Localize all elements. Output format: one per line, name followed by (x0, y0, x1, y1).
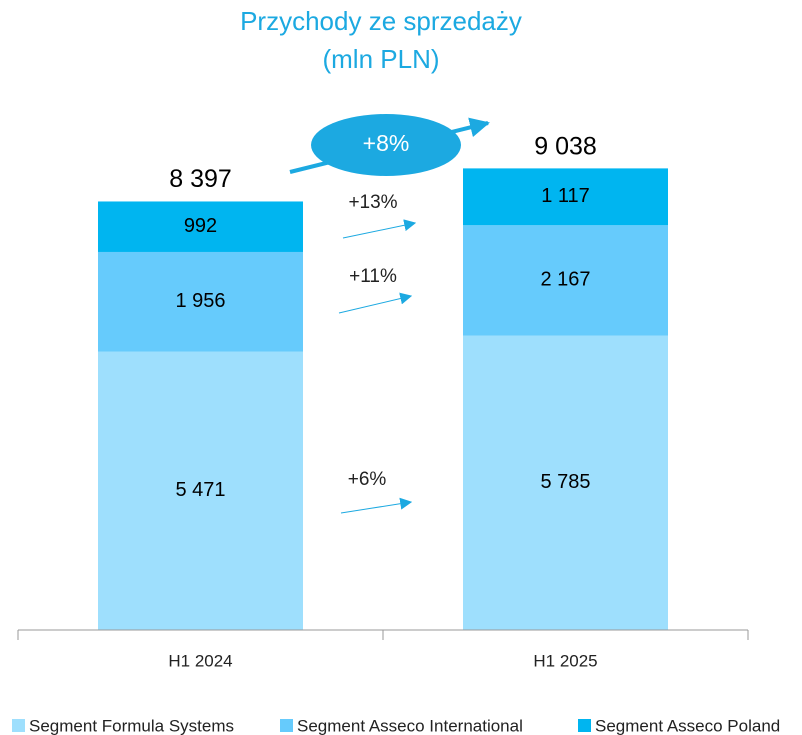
bar-segment (98, 351, 303, 630)
growth-arrow (340, 497, 413, 514)
annotation: +11% (349, 266, 397, 287)
legend-swatch (12, 719, 25, 732)
bar-segment (98, 251, 303, 352)
chart-subtitle: (mln PLN) (322, 44, 439, 74)
legend-swatch (280, 719, 293, 732)
growth-arrow (342, 219, 417, 239)
annotation: +13% (348, 192, 397, 213)
legend-label: Segment Formula Systems (29, 716, 234, 735)
value-label: 1 956 (175, 290, 225, 312)
value-label: 5 471 (175, 479, 225, 501)
total-label: 8 397 (169, 165, 232, 193)
x-tick-label: H1 2025 (533, 651, 597, 670)
legend-label: Segment Asseco Poland (595, 716, 780, 735)
annotation: +8% (363, 130, 410, 156)
x-tick-label: H1 2024 (168, 651, 232, 670)
bar-segment (463, 225, 668, 336)
growth-badge (311, 114, 461, 176)
legend-swatch (578, 719, 591, 732)
value-label: 5 785 (540, 471, 590, 493)
growth-arrow (338, 292, 413, 314)
annotation: +6% (348, 469, 387, 490)
chart-title: Przychody ze sprzedaży (240, 6, 522, 36)
legend-label: Segment Asseco International (297, 716, 523, 735)
value-label: 1 117 (541, 185, 590, 207)
value-label: 992 (184, 215, 217, 237)
bar-segment (463, 335, 668, 630)
bar-segment (463, 168, 668, 226)
value-label: 2 167 (540, 269, 590, 291)
bar-segment (98, 201, 303, 252)
total-label: 9 038 (534, 133, 597, 161)
